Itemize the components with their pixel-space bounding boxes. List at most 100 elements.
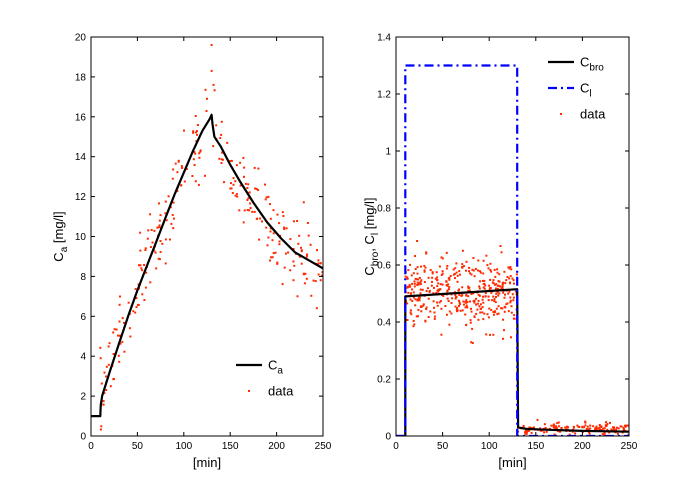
data-point [503,296,506,299]
axes-frame [395,36,630,437]
data-point [439,300,442,303]
data-point [477,293,480,296]
data-point [287,251,290,254]
data-point [409,311,412,314]
data-point [134,311,137,314]
data-point [460,295,463,297]
data-point [425,308,428,310]
data-point [108,342,111,345]
data-point [606,423,609,425]
data-point [487,295,490,298]
data-point [456,307,459,309]
data-point [282,215,285,217]
data-point [281,211,284,214]
data-point [487,316,490,319]
data-point [414,304,417,307]
data-point [496,313,499,316]
data-point [304,272,307,275]
x-tick-label: 150 [527,441,544,452]
data-scatter-series [99,44,323,431]
data-point [494,283,497,286]
data-point [246,209,249,211]
data-point [150,229,153,231]
data-point [146,237,149,240]
data-point [407,285,409,288]
data-point [496,284,499,287]
data-point [446,264,449,267]
data-point [412,320,415,322]
data-point [619,425,622,428]
data-point [445,313,448,316]
data-point [470,310,473,313]
data-point [461,266,464,269]
data-point [459,273,461,276]
data-point [283,226,286,229]
x-tick-label: 100 [175,441,192,452]
data-point [477,269,479,272]
y-tick-label: 0 [385,432,391,443]
data-point [244,182,247,185]
data-point [495,287,497,290]
legend-label: data [268,384,294,399]
data-point [431,280,433,283]
data-point [501,287,504,290]
data-point [603,433,606,436]
data-point [440,256,443,259]
legend-label: Cl [580,81,592,100]
data-point [459,309,462,312]
data-point [465,269,467,272]
data-point [495,307,498,310]
data-point [475,312,478,315]
data-point [441,283,444,286]
data-point [509,266,512,268]
data-point [470,273,473,276]
data-point [414,298,417,301]
data-point [425,251,428,254]
data-point [436,301,438,304]
data-point [560,427,563,430]
data-point [540,429,543,432]
data-point [413,285,416,288]
data-point [503,329,505,332]
data-point [154,251,157,254]
data-point [491,299,494,302]
plot-area [91,37,323,436]
data-point [438,289,441,291]
data-point [321,271,323,274]
data-point [598,424,601,426]
data-point [310,294,313,297]
data-point [420,310,423,313]
data-point [303,282,306,285]
data-point [587,428,590,431]
data-point [271,256,274,259]
data-point [192,158,195,161]
data-point [482,301,485,304]
data-point [270,256,273,259]
data-point [423,270,426,273]
data-point [605,424,608,427]
legend-label: Cbro [580,55,604,74]
data-point [457,299,460,302]
data-point [477,299,480,302]
data-point [417,283,420,286]
data-point [121,317,124,320]
data-point [300,249,303,252]
data-point [588,432,591,435]
data-point [408,283,411,286]
data-point [158,202,160,205]
data-point [112,353,115,355]
data-point [416,240,419,242]
data-point [249,202,252,205]
data-point [473,275,476,278]
data-point [626,424,629,427]
data-point [269,203,271,206]
y-axis-label: Cbro, Cl [mg/l] [362,197,381,275]
data-point [198,152,201,155]
data-point [482,286,485,289]
data-point [447,283,450,286]
data-point [625,424,628,427]
data-point [493,300,496,302]
data-point [472,269,475,272]
data-point [493,298,496,301]
data-point [502,337,504,340]
